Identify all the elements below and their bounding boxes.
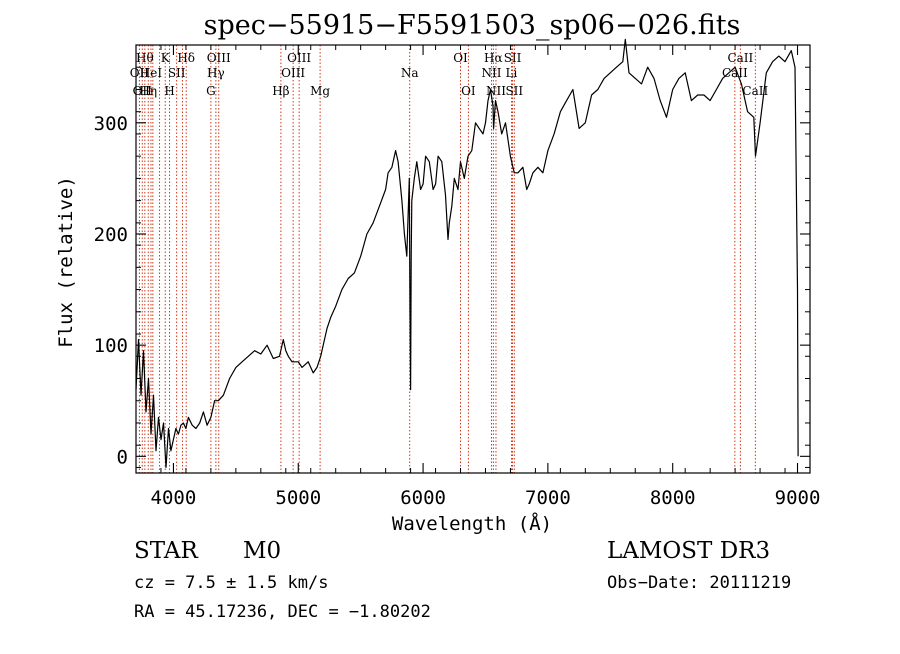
line-marker-label: Mg [310,84,330,98]
line-marker-labels: OIIOIIHθHηHeIKHSIIHδGHγOIIIHβOIIIOIIIMgN… [130,51,769,98]
line-marker-label: Hη [139,84,157,98]
line-marker-label: Hβ [272,84,289,98]
plot-frame [135,44,811,474]
line-marker-label: OIII [281,66,305,80]
line-marker-label: H [164,84,174,98]
y-tick-label: 0 [117,446,128,468]
line-marker-label: Li [506,66,518,80]
line-marker-label: OI [453,51,468,65]
survey-label: LAMOST DR3 [607,538,771,564]
line-marker-label: K [161,51,171,65]
x-tick-label: 5000 [275,487,321,509]
line-markers [138,45,756,473]
line-marker-label: CaII [722,66,748,80]
object-class: STAR [134,538,198,564]
line-marker-label: OII [130,66,150,80]
obs-date: Obs−Date: 20111219 [607,573,792,593]
line-marker-label: CaII [742,84,768,98]
x-tick-label: 4000 [151,487,197,509]
line-marker-label: SII [168,66,186,80]
line-marker-label: NII [481,66,501,80]
redshift-cz: cz = 7.5 ± 1.5 km/s [134,573,329,593]
x-axis-label: Wavelength (Å) [392,512,552,535]
x-tick-label: 9000 [775,487,821,509]
line-marker-label: SII [504,51,522,65]
x-tick-label: 7000 [525,487,571,509]
y-tick-label: 100 [94,335,128,357]
chart-title: spec−55915−F5591503_sp06−026.fits [204,10,741,41]
line-marker-label: CaII [727,51,753,65]
line-marker-label: Hγ [207,66,225,80]
coordinates: RA = 45.17236, DEC = −1.80202 [134,602,431,622]
line-marker-label: OIII [207,51,231,65]
line-marker-label: SII [505,84,523,98]
line-marker-label: Hα [484,51,503,65]
axis-ticks: 4000 5000 6000 7000 8000 9000 0 100 200 300 [94,45,821,509]
line-marker-label: OIII [287,51,311,65]
y-tick-label: 300 [94,113,128,135]
spectrum-line [135,38,799,468]
x-tick-label: 6000 [400,487,446,509]
line-marker-label: G [206,84,216,98]
line-marker-label: HeI [140,66,163,80]
line-marker-label: Hθ [136,51,154,65]
line-marker-label: OI [461,84,476,98]
line-marker-label: Hδ [177,51,195,65]
object-subclass: M0 [243,538,282,564]
line-marker-label: OII [133,84,153,98]
line-marker-label: Na [401,66,419,80]
y-axis-label: Flux (relative) [55,176,77,348]
y-tick-label: 200 [94,224,128,246]
x-tick-label: 8000 [650,487,696,509]
